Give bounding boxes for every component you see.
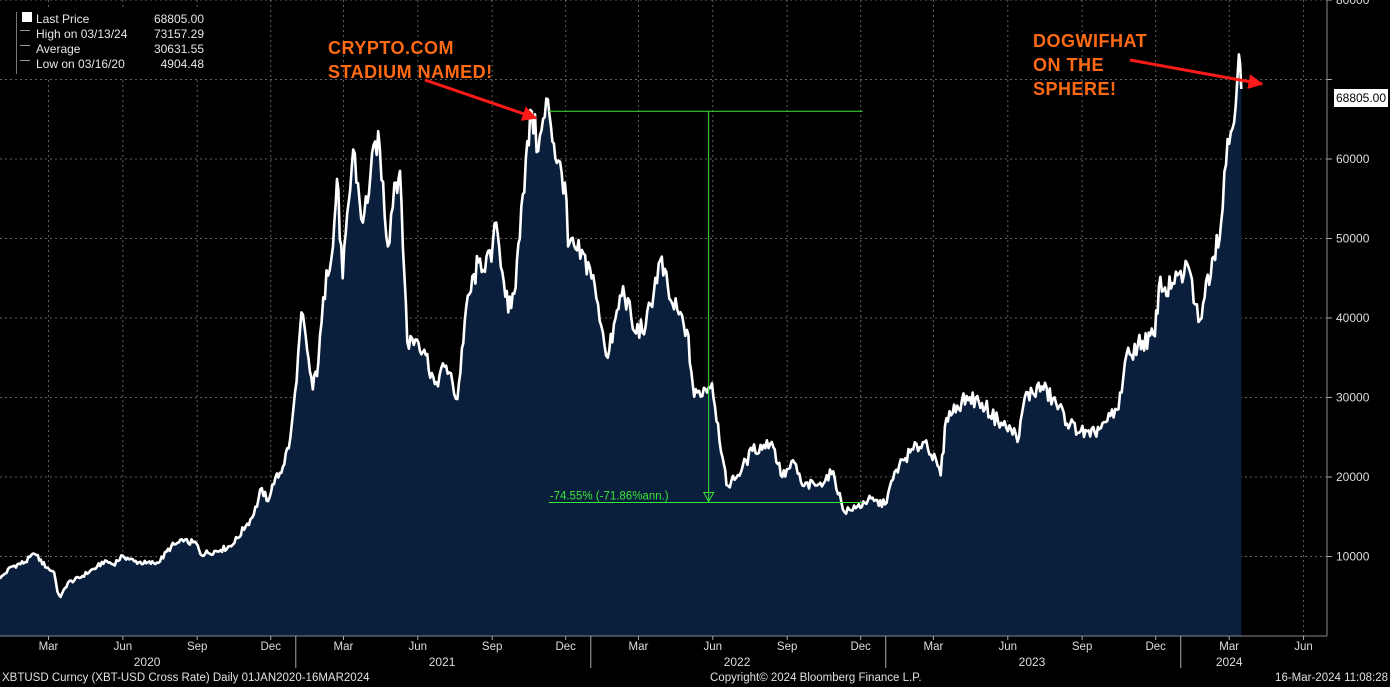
- annotation-sphere: DOGWIFHAT ON THE SPHERE!: [1033, 29, 1147, 101]
- x-tick-label: Dec: [261, 641, 282, 653]
- x-tick-label: Jun: [999, 641, 1018, 653]
- legend-low-marker-icon: [20, 60, 30, 61]
- year-label: 2023: [1019, 655, 1046, 669]
- legend-label: High on 03/13/24: [36, 27, 128, 41]
- legend-item-low: Low on 03/16/20 4904.48: [36, 57, 204, 72]
- legend-item-high: High on 03/13/24 73157.29: [36, 27, 204, 42]
- x-tick-label: Mar: [39, 641, 59, 653]
- y-tick-label: 60000: [1336, 152, 1370, 166]
- legend-value: 68805.00: [153, 12, 204, 26]
- y-tick-label: 80000: [1336, 0, 1370, 7]
- legend-swatch-icon: [22, 12, 32, 22]
- annotation-arrow-sphere: [1129, 58, 1264, 89]
- x-tick-label: Sep: [1072, 641, 1092, 653]
- legend-value: 4904.48: [160, 57, 204, 71]
- year-label: 2024: [1216, 655, 1243, 669]
- y-tick-label: 40000: [1336, 311, 1370, 325]
- footer-timestamp: 16-Mar-2024 11:08:28: [1275, 672, 1388, 684]
- annotation-arrow-stadium: [424, 78, 538, 121]
- legend-value: 73157.29: [153, 27, 204, 41]
- x-tick-label: Dec: [850, 641, 871, 653]
- year-label: 2021: [429, 655, 456, 669]
- legend-value: 30631.55: [153, 42, 204, 56]
- drawdown-measure: -74.55% (-71.86%ann.): [548, 110, 863, 503]
- x-tick-label: Jun: [114, 641, 133, 653]
- x-tick-label: Mar: [334, 641, 354, 653]
- legend-item-last-price: Last Price 68805.00: [36, 12, 204, 27]
- legend-item-average: Average 30631.55: [36, 42, 204, 57]
- y-tick-label: 50000: [1336, 232, 1370, 246]
- x-tick-label: Mar: [1219, 641, 1239, 653]
- legend-label: Average: [36, 42, 81, 56]
- annotation-line: DOGWIFHAT: [1033, 31, 1148, 51]
- y-tick-label: 30000: [1336, 391, 1370, 405]
- y-tick-label: 10000: [1336, 550, 1370, 564]
- x-tick-label: Mar: [924, 641, 944, 653]
- legend-high-marker-icon: [20, 30, 30, 31]
- x-tick-label: Jun: [409, 641, 428, 653]
- legend-label: Low on 03/16/20: [36, 57, 125, 71]
- x-tick-label: Jun: [704, 641, 723, 653]
- annotation-line: CRYPTO.COM: [328, 38, 455, 58]
- price-line: [0, 53, 1243, 599]
- year-label: 2020: [134, 655, 161, 669]
- footer-ticker: XBTUSD Curncy (XBT-USD Cross Rate) Daily…: [2, 672, 370, 684]
- annotation-line: SPHERE!: [1033, 79, 1117, 99]
- annotation-stadium: CRYPTO.COM STADIUM NAMED!: [328, 36, 493, 84]
- legend-average-marker-icon: [20, 45, 30, 46]
- annotation-line: STADIUM NAMED!: [328, 62, 493, 82]
- measure-label: -74.55% (-71.86%ann.): [550, 490, 669, 502]
- legend-rail: [16, 12, 17, 74]
- x-tick-label: Dec: [555, 641, 576, 653]
- x-tick-label: Sep: [777, 641, 797, 653]
- x-axis: Mar Jun Sep Dec Mar Jun Sep Dec Mar Jun Sep Dec Mar J…: [39, 636, 1313, 669]
- x-tick-label: Sep: [187, 641, 207, 653]
- y-axis: 10000 20000 30000 40000 50000 60000 80000: [1327, 0, 1370, 564]
- annotation-line: ON THE: [1033, 55, 1105, 75]
- last-price-tag: 68805.00: [1334, 89, 1388, 107]
- x-tick-label: Dec: [1145, 641, 1166, 653]
- y-tick-label: 20000: [1336, 470, 1370, 484]
- legend: Last Price 68805.00 High on 03/13/24 731…: [6, 8, 210, 78]
- measure-arrowhead: [702, 491, 715, 503]
- legend-label: Last Price: [36, 12, 90, 26]
- footer-copyright: Copyright© 2024 Bloomberg Finance L.P.: [710, 672, 922, 684]
- year-label: 2022: [724, 655, 751, 669]
- x-tick-label: Jun: [1294, 641, 1313, 653]
- x-tick-label: Mar: [629, 641, 649, 653]
- x-tick-label: Sep: [482, 641, 502, 653]
- price-area: [0, 54, 1242, 636]
